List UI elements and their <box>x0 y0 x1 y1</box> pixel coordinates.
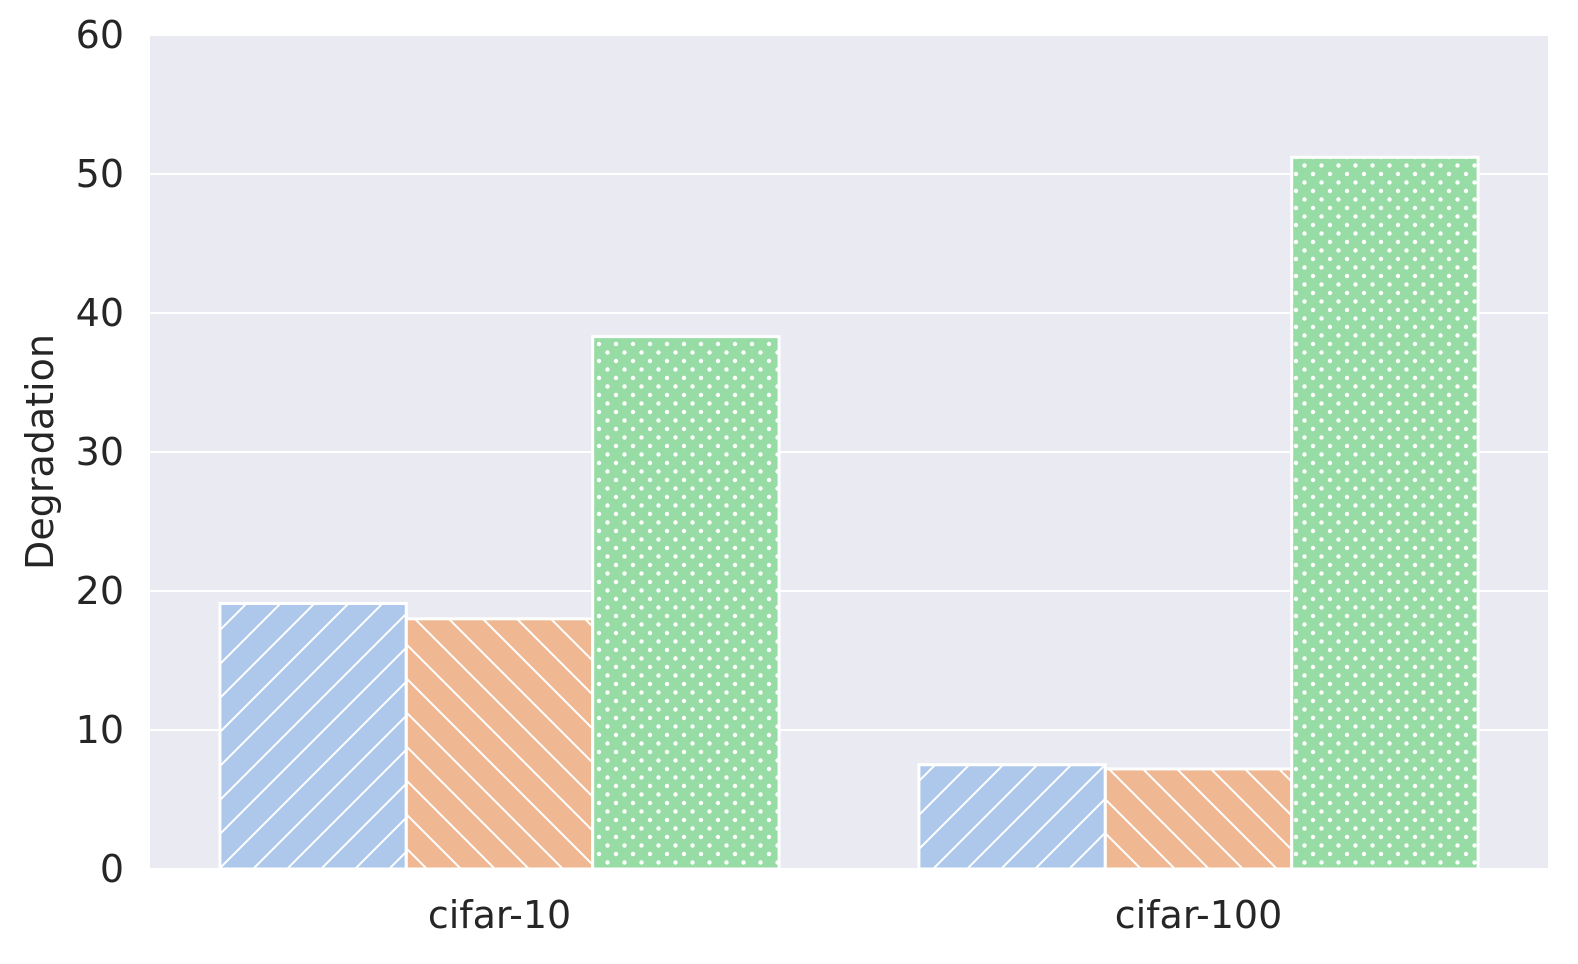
bars <box>218 155 1480 871</box>
y-axis-label: Degradation <box>18 334 62 570</box>
x-tick-label: cifar-10 <box>428 893 571 937</box>
y-tick-label: 10 <box>76 708 124 752</box>
y-tick-label: 40 <box>76 291 124 335</box>
y-tick-label: 0 <box>100 847 124 891</box>
bar-cifar-10-series-2 <box>404 617 595 871</box>
bar-cifar-100-series-3 <box>1290 155 1480 871</box>
bar-cifar-10-series-1 <box>218 602 408 871</box>
x-tick-labels: cifar-10 cifar-100 <box>428 893 1282 937</box>
y-tick-label: 20 <box>76 569 124 613</box>
bar-cifar-10-series-3 <box>591 335 781 871</box>
bar-cifar-100-series-1 <box>917 763 1107 871</box>
y-tick-label: 50 <box>76 152 124 196</box>
x-tick-label: cifar-100 <box>1115 893 1283 937</box>
bar-cifar-100-series-2 <box>1103 767 1294 871</box>
y-tick-label: 30 <box>76 430 124 474</box>
y-tick-labels: 0 10 20 30 40 50 60 <box>76 13 124 891</box>
y-tick-label: 60 <box>76 13 124 57</box>
